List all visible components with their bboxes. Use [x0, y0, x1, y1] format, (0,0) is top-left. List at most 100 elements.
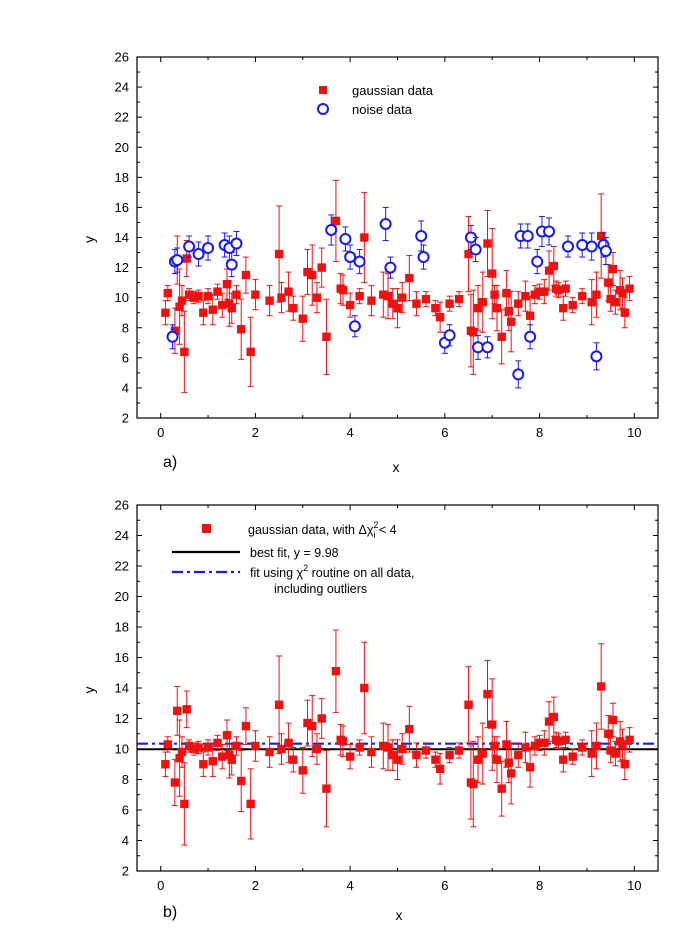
data-marker-circle — [225, 258, 238, 271]
gaussian-point — [535, 734, 544, 752]
y-tick-label: 18 — [115, 170, 129, 185]
gaussian-point — [412, 291, 421, 317]
data-marker-square — [237, 325, 246, 334]
y-tick-label: 20 — [115, 589, 129, 604]
gaussian-point — [559, 295, 568, 321]
data-marker-square — [405, 724, 414, 734]
data-marker-square — [203, 291, 213, 301]
data-marker-square — [592, 290, 601, 299]
data-marker-square — [289, 755, 298, 764]
gaussian-point — [274, 655, 284, 755]
data-marker-circle — [348, 320, 361, 333]
data-marker-square — [620, 308, 630, 317]
y-tick-label: 4 — [122, 833, 129, 848]
gaussian-point — [213, 283, 222, 300]
gaussian-point — [454, 742, 464, 759]
gaussian-point — [383, 724, 393, 771]
gaussian-point — [544, 250, 554, 291]
gaussian-point — [530, 736, 540, 756]
data-marker-square — [502, 740, 511, 749]
legend-superscript: 2 — [373, 520, 378, 530]
data-marker-circle — [443, 329, 456, 342]
legend-label-gaussian: gaussian data — [352, 83, 434, 98]
noise-point — [512, 360, 525, 389]
data-marker-square — [312, 744, 322, 754]
gaussian-point — [469, 289, 478, 375]
gaussian-point — [222, 719, 232, 752]
gaussian-point — [379, 722, 388, 770]
noise-point — [464, 224, 477, 251]
data-marker-square — [246, 347, 255, 357]
data-marker-square — [251, 741, 260, 751]
x-axis-label: x — [393, 459, 400, 475]
noise-point — [585, 232, 598, 261]
data-marker-square — [303, 718, 312, 728]
data-marker-square — [483, 239, 492, 248]
data-marker-square — [379, 290, 388, 299]
gaussian-point — [246, 316, 255, 387]
gaussian-point — [483, 209, 492, 278]
data-marker-square — [393, 303, 402, 313]
data-marker-square — [199, 308, 208, 317]
noise-point — [192, 241, 205, 267]
noise-point — [379, 206, 392, 242]
data-marker-circle — [512, 368, 525, 381]
gaussian-point — [398, 282, 407, 314]
gaussian-point — [497, 309, 506, 365]
data-marker-square — [618, 288, 627, 298]
y-tick-label: 14 — [115, 681, 129, 696]
data-marker-square — [161, 760, 170, 769]
gaussian-point — [606, 737, 615, 764]
gaussian-point — [345, 292, 355, 318]
y-tick-label: 6 — [122, 803, 129, 818]
data-marker-square — [277, 293, 286, 302]
data-marker-square — [412, 750, 421, 760]
data-marker-square — [199, 760, 208, 769]
data-marker-square — [469, 328, 478, 337]
gaussian-point — [199, 751, 208, 777]
data-marker-square — [163, 288, 172, 298]
data-marker-square — [554, 737, 563, 746]
gaussian-point — [540, 279, 549, 305]
data-marker-square — [561, 735, 570, 745]
data-marker-square — [232, 290, 241, 299]
gaussian-point — [445, 746, 454, 764]
data-marker-square — [241, 721, 251, 731]
data-marker-circle — [344, 251, 357, 264]
gaussian-point — [355, 288, 364, 305]
gaussian-point — [317, 698, 326, 739]
gaussian-point — [225, 280, 234, 327]
data-marker-circle — [531, 255, 544, 268]
data-marker-square — [435, 764, 445, 774]
gaussian-point — [412, 742, 421, 768]
gaussian-point — [549, 696, 558, 738]
data-marker-square — [492, 303, 502, 313]
noise-point — [183, 235, 196, 258]
data-marker-square — [611, 749, 620, 758]
data-marker-square — [625, 735, 634, 745]
x-tick-label: 6 — [441, 425, 448, 440]
data-marker-square — [530, 741, 540, 751]
data-marker-square — [454, 294, 464, 304]
y-axis-label: y — [81, 236, 97, 243]
noise-point — [443, 324, 456, 347]
panel-label: b) — [163, 904, 177, 921]
gaussian-point — [592, 722, 601, 770]
gaussian-point — [608, 702, 618, 738]
data-marker-square — [525, 311, 535, 320]
gaussian-point — [554, 282, 563, 299]
x-tick-label: 4 — [347, 425, 354, 440]
y-tick-label: 20 — [115, 140, 129, 155]
gaussian-point — [277, 733, 286, 765]
gaussian-point — [473, 736, 483, 784]
data-marker-circle — [230, 237, 243, 250]
x-tick-label: 8 — [536, 425, 543, 440]
data-marker-square — [490, 290, 499, 299]
data-marker-square — [383, 743, 393, 752]
y-tick-label: 22 — [115, 110, 129, 125]
gaussian-point — [618, 277, 627, 309]
data-marker-square — [227, 303, 236, 313]
noise-point — [576, 232, 589, 258]
data-marker-square — [170, 778, 180, 787]
